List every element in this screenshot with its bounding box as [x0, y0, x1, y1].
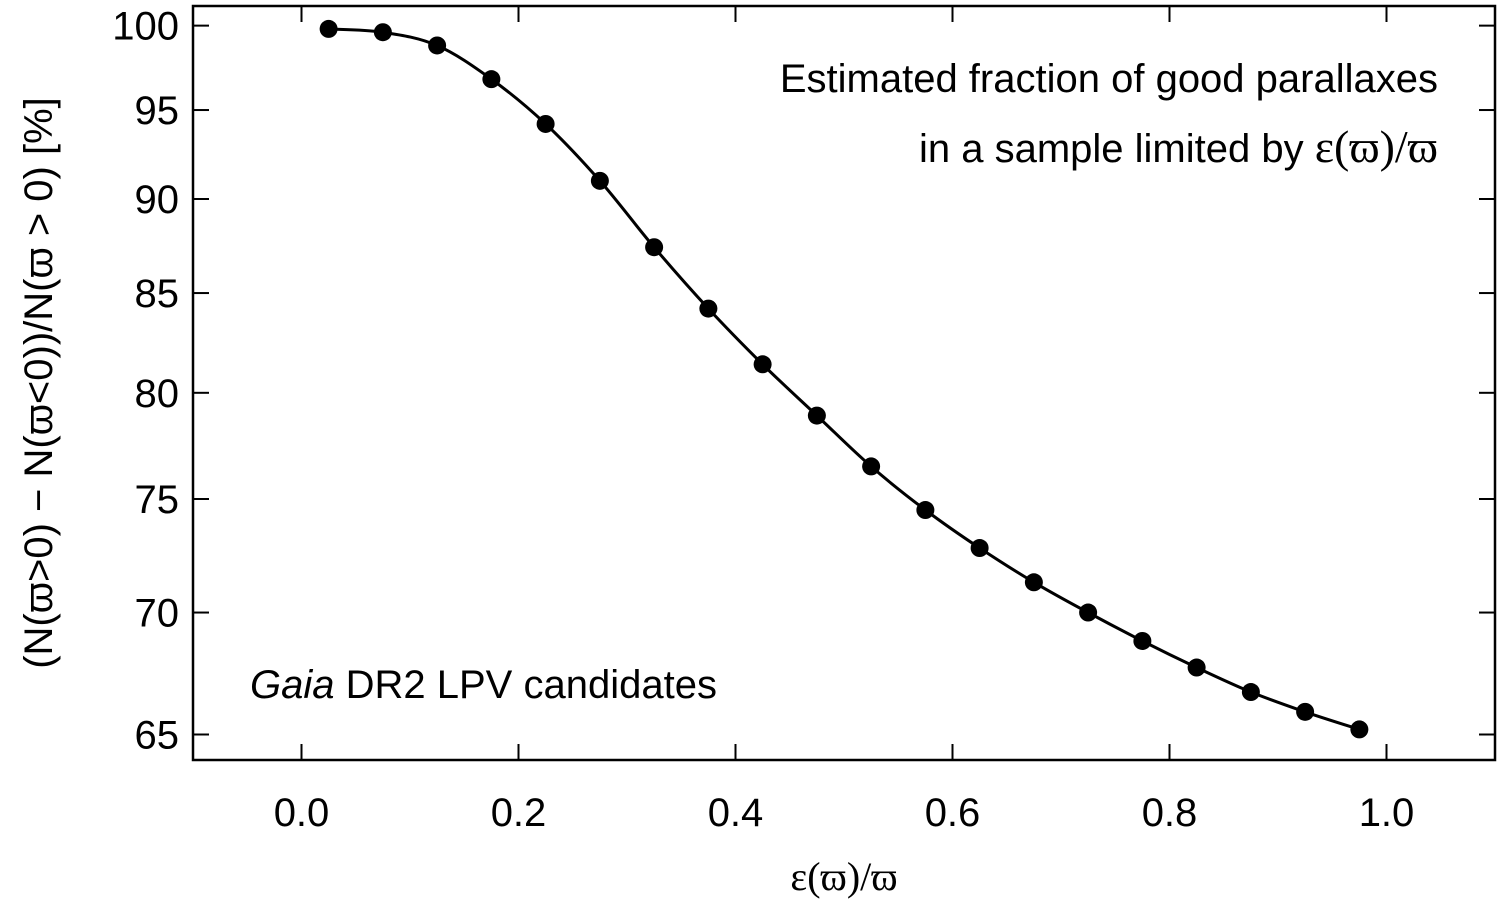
series-points: [319, 19, 1369, 739]
x-tick-label: 0.8: [1142, 791, 1198, 835]
y-tick-label: 75: [135, 478, 180, 522]
y-tick-label: 65: [135, 713, 180, 757]
y-tick-label: 85: [135, 272, 180, 316]
data-point: [645, 238, 664, 257]
x-tick-label: 1.0: [1359, 791, 1415, 835]
x-tick-label: 0.0: [274, 791, 330, 835]
annotation-line-1: Estimated fraction of good parallaxes: [780, 57, 1438, 101]
axis-tick-labels: 0.0 0.2 0.4 0.6 0.8 1.0 65 70 75 80 85 90 95 100: [112, 5, 1414, 835]
data-point: [482, 70, 501, 89]
annotation-line-2-math: ε(ϖ)/ϖ: [1315, 121, 1438, 172]
dataset-label-italic: Gaia: [250, 663, 335, 707]
x-tick-label: 0.6: [925, 791, 981, 835]
data-point: [1024, 573, 1043, 592]
data-point: [590, 171, 609, 190]
data-point: [1079, 603, 1098, 622]
data-point: [699, 299, 718, 318]
data-point: [373, 23, 392, 42]
plot-frame: [191, 4, 1497, 762]
y-tick-label: 80: [135, 372, 180, 416]
data-point: [1241, 683, 1260, 702]
annotation-line-2-prefix: in a sample limited by: [919, 127, 1315, 171]
y-axis-label: (N(ϖ>0) − N(ϖ<0))/N(ϖ > 0) [%]: [17, 97, 61, 669]
data-point: [1187, 658, 1206, 677]
axis-ticks: [193, 6, 1495, 760]
data-point: [319, 19, 338, 38]
x-tick-label: 0.4: [708, 791, 764, 835]
data-point: [862, 457, 881, 476]
data-point: [428, 36, 447, 55]
y-tick-label: 70: [135, 592, 180, 636]
dataset-label: Gaia DR2 LPV candidates: [250, 663, 717, 707]
x-tick-label: 0.2: [491, 791, 547, 835]
data-point: [1133, 631, 1152, 650]
y-tick-label: 100: [112, 5, 179, 49]
data-point: [970, 539, 989, 558]
y-tick-label: 95: [135, 89, 180, 133]
data-point: [536, 114, 555, 133]
y-tick-label: 90: [135, 178, 180, 222]
annotation-line-2: in a sample limited by ε(ϖ)/ϖ: [919, 121, 1438, 172]
x-axis-label: ε(ϖ)/ϖ: [790, 854, 897, 899]
data-point: [807, 406, 826, 425]
data-point: [1350, 720, 1369, 739]
dataset-label-rest: DR2 LPV candidates: [335, 663, 717, 707]
data-point: [916, 501, 935, 520]
data-point: [1296, 702, 1315, 721]
series-line: [328, 27, 1360, 731]
data-point: [753, 355, 772, 374]
